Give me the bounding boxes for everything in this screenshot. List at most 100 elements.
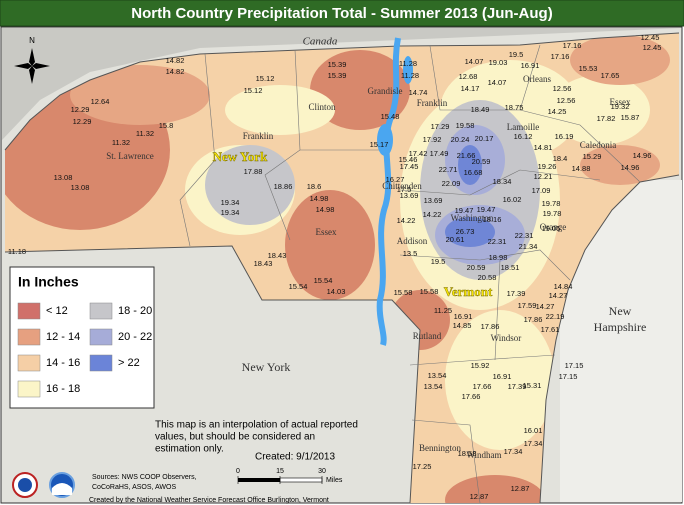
station-value: 12.21	[534, 172, 553, 181]
logos	[12, 472, 75, 498]
lake-part	[377, 124, 393, 156]
station-value: 15.12	[256, 74, 275, 83]
station-value: 14.22	[397, 216, 416, 225]
legend-swatch	[89, 354, 113, 372]
legend-swatch	[89, 302, 113, 320]
station-value: 19.47	[455, 206, 474, 215]
place-label: St. Lawrence	[106, 151, 153, 161]
station-value: 15.46	[399, 155, 418, 164]
station-value: 15.39	[328, 60, 347, 69]
compass-arrow	[29, 66, 35, 84]
station-value: 17.39	[508, 382, 527, 391]
legend-swatch	[17, 328, 41, 346]
place-label: Windsor	[491, 333, 522, 343]
compass: N	[14, 36, 50, 84]
station-value: 17.15	[565, 361, 584, 370]
map-title: North Country Precipitation Total - Summ…	[131, 5, 552, 22]
field-zone	[570, 35, 670, 85]
station-value: 17.34	[524, 439, 543, 448]
source-line: Sources: NWS COOP Observers,	[92, 474, 197, 481]
station-value: 14.81	[534, 143, 553, 152]
county-line	[411, 419, 481, 504]
station-value: 11.25	[434, 306, 452, 315]
station-value: 14.96	[633, 151, 652, 160]
station-value: 15.31	[523, 381, 542, 390]
station-value: 17.34	[504, 447, 523, 456]
place-label: Essex	[316, 227, 337, 237]
scale-label: 0	[236, 468, 240, 475]
station-value: 19.34	[221, 208, 240, 217]
county-line	[519, 109, 641, 183]
station-value: 12.87	[511, 484, 530, 493]
place-label: Chittenden	[382, 181, 422, 191]
station-value: 12.56	[553, 84, 572, 93]
lake-part	[403, 56, 413, 84]
station-value: 22.31	[488, 237, 507, 246]
field-zone	[225, 85, 335, 135]
station-value: 11.32	[136, 129, 154, 138]
station-value: 14.88	[572, 164, 591, 173]
field-zone	[580, 145, 660, 185]
station-value: 18.43	[254, 259, 273, 268]
station-value: 17.86	[481, 322, 500, 331]
county-line	[399, 249, 571, 281]
station-value: 15.58	[394, 288, 413, 297]
station-value: 22.31	[515, 231, 534, 240]
station-value: 20.61	[446, 235, 465, 244]
legend-swatch	[17, 354, 41, 372]
station-value: 15.29	[583, 152, 602, 161]
station-value: 19.58	[456, 121, 475, 130]
station-value: 16.27	[386, 175, 405, 184]
station-value: 15.54	[314, 276, 333, 285]
station-value: 13.54	[428, 371, 447, 380]
station-value: 15.12	[244, 86, 263, 95]
station-value: 16.91	[521, 61, 540, 70]
station-value: 21.34	[519, 242, 538, 251]
station-value: 14.96	[621, 163, 640, 172]
station-value: 14.22	[423, 210, 442, 219]
station-value: 11.28	[399, 59, 417, 68]
station-value: 18.43	[268, 251, 287, 260]
station-value: 17.15	[559, 372, 578, 381]
border-line	[539, 174, 680, 504]
compass-arrow	[32, 63, 50, 69]
credit: Created by the National Weather Service …	[89, 497, 329, 504]
station-value: 13.08	[54, 173, 73, 182]
legend: In Inches < 12 12 - 14 14 - 16 16 - 18 18 - …	[9, 266, 155, 409]
nws-logo-inner	[18, 478, 32, 492]
scale-label: 15	[276, 468, 284, 475]
note-line: This map is an interpolation of actual r…	[155, 420, 358, 431]
station-value: 19.78	[543, 209, 562, 218]
station-value: 22.09	[442, 179, 461, 188]
compass-label: N	[29, 36, 35, 45]
field-zone	[70, 65, 210, 125]
place-label: Hampshire	[594, 320, 647, 334]
scale-unit: Miles	[326, 477, 343, 484]
station-value: 15.17	[370, 140, 389, 149]
station-value: 15.54	[289, 282, 308, 291]
station-value: 17.86	[524, 315, 543, 324]
station-value: 15.92	[471, 361, 490, 370]
station-value: 11.18	[8, 247, 26, 256]
station-value: 14.74	[409, 88, 428, 97]
station-value: 14.07	[465, 57, 484, 66]
place-label: Grandisle	[368, 86, 403, 96]
station-value: 20.59	[472, 157, 491, 166]
field-zone	[285, 190, 375, 300]
station-value: 15.39	[328, 71, 347, 80]
note-line: values, but should be considered an	[155, 432, 315, 443]
station-value: 20.59	[467, 263, 486, 272]
border-line	[4, 32, 680, 151]
station-value: 18.51	[501, 263, 520, 272]
legend-swatch	[17, 302, 41, 320]
title-bar	[0, 0, 684, 27]
station-value: 26.73	[456, 227, 475, 236]
station-value: 18.75	[505, 103, 524, 112]
field-zone	[445, 475, 545, 503]
station-value: 12.29	[73, 117, 92, 126]
legend-label: < 12	[46, 305, 68, 317]
station-value: 12.29	[71, 105, 90, 114]
